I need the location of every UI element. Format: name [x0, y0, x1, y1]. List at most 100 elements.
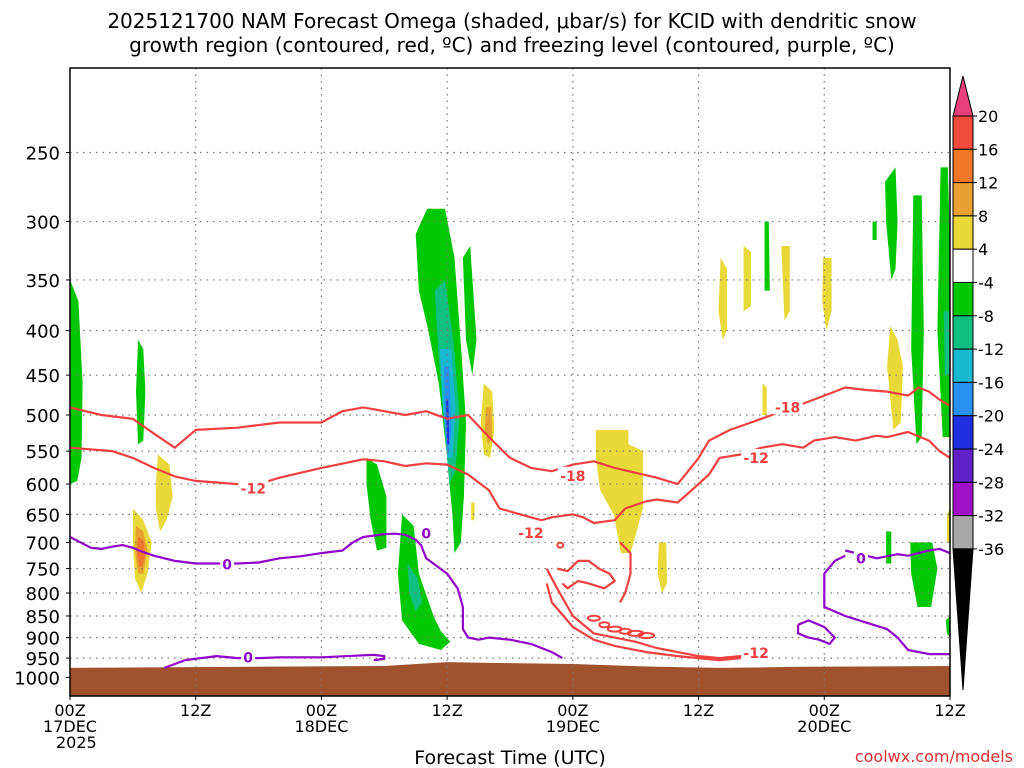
contour-label-text: 0 [222, 558, 232, 574]
x-tick-label: 20DEC [797, 717, 851, 736]
colorbar-segment [952, 182, 974, 217]
contour-label-bg [741, 448, 772, 465]
y-tick-label: 250 [26, 144, 60, 165]
colorbar-label: 12 [978, 174, 998, 193]
chart-title-line1: 2025121700 NAM Forecast Omega (shaded, μ… [107, 9, 916, 33]
y-tick-label: 1000 [14, 669, 60, 690]
y-tick-label: 450 [26, 366, 60, 387]
omega-shaded-region [937, 167, 950, 438]
y-tick-label: 900 [26, 629, 60, 650]
x-tick-label: 00Z [54, 701, 85, 720]
x-tick-label: 00Z [557, 701, 588, 720]
omega-shaded-region [155, 454, 173, 532]
omega-shaded-region [471, 502, 475, 521]
dgz-contour [556, 559, 616, 590]
contour-label: 0 [220, 555, 235, 574]
contour-label: -12 [741, 448, 772, 467]
colorbar-segment [952, 481, 974, 517]
dgz-contour [545, 568, 763, 662]
contour-label-bg [557, 466, 588, 483]
contour-label: -18 [557, 466, 588, 485]
omega-shaded-region [366, 457, 387, 551]
omega-shaded-region [943, 311, 950, 376]
contour-label-text: -12 [744, 646, 769, 662]
plot-area: -12 -18 -12 -18 -12 -12 0 0 0 0 [69, 67, 951, 697]
colorbar-label: -28 [978, 473, 1004, 492]
y-tick-label: 500 [26, 406, 60, 427]
colorbar-label: -20 [978, 407, 1004, 426]
y-tick-label: 750 [26, 560, 60, 581]
contour-label-text: -18 [560, 469, 585, 485]
y-tick-label: 800 [26, 584, 60, 605]
contour-label: -12 [741, 643, 772, 662]
contour-label-text: 0 [243, 650, 253, 666]
contour-label-bg [220, 555, 235, 572]
contour-label: 0 [853, 549, 868, 567]
omega-shaded-region [762, 383, 767, 415]
colorbar-segment [952, 148, 974, 184]
surface-terrain-layer [70, 662, 950, 696]
contour-label-bg [515, 524, 546, 541]
omega-shaded-region [885, 167, 898, 280]
colorbar-segment [952, 315, 974, 350]
colorbar-label: -36 [978, 540, 1004, 559]
colorbar-segment [952, 348, 974, 383]
omega-shaded-region [136, 339, 146, 445]
omega-shaded-region [886, 531, 892, 564]
contour-label: -18 [772, 398, 803, 416]
colorbar-segment [952, 115, 974, 150]
omega-shaded-region [462, 246, 477, 376]
x-tick-label: 18DEC [294, 717, 348, 736]
x-axis-label: Forecast Time (UTC) [414, 747, 605, 768]
contour-layer [69, 386, 951, 669]
dgz-contour-blob [598, 621, 611, 629]
colorbar-label: -8 [978, 307, 994, 326]
colorbar-label: 20 [978, 107, 998, 126]
contour-label: -12 [515, 524, 546, 542]
x-tick-label: 12Z [934, 701, 965, 720]
y-tick-label: 950 [26, 649, 60, 670]
contour-label-bg [772, 398, 803, 415]
contour-label-bg [238, 479, 269, 496]
contour-label-text: -12 [518, 526, 543, 542]
omega-shaded-region [781, 246, 790, 321]
credit-text[interactable]: coolwx.com/models [855, 747, 1013, 766]
chart-title-line2: growth region (contoured, red, ºC) and f… [129, 33, 895, 57]
dgz-contour-blob [637, 632, 656, 640]
x-tick-label: 19DEC [546, 717, 600, 736]
colorbar-legend: 20 16 12 8 4 -4 -8 -12 -16 -20 -24 -28 -32 -36 [952, 75, 1004, 691]
omega-shaded-region [910, 542, 938, 607]
freezing-level-contour [69, 532, 563, 660]
y-tick-label: 650 [26, 505, 60, 526]
colorbar-label: 8 [978, 207, 988, 226]
contour-label-bg [419, 524, 434, 541]
colorbar-label: -4 [978, 274, 994, 293]
dgz-contour [619, 541, 632, 603]
x-tick-label: 12Z [180, 701, 211, 720]
omega-shaded-region [764, 221, 770, 291]
omega-shaded-region [911, 195, 924, 445]
contour-label-bg [241, 648, 256, 665]
y-tick-label: 600 [26, 475, 60, 496]
y-tick-label: 550 [26, 442, 60, 463]
omega-shaded-region [407, 563, 422, 612]
colorbar-segment [952, 215, 974, 250]
omega-shaded-region [718, 257, 727, 340]
colorbar-segment [952, 248, 974, 283]
dgz-contour [69, 386, 951, 486]
y-tick-label: 350 [26, 271, 60, 292]
contour-label: 0 [419, 524, 434, 543]
contour-labels: -12 -18 -12 -18 -12 -12 0 0 0 0 [220, 398, 868, 666]
colorbar-label: -24 [978, 440, 1004, 459]
contour-label: 0 [241, 648, 256, 666]
x-tick-label: 12Z [431, 701, 462, 720]
plot-frame [69, 67, 951, 697]
freezing-level-contour [163, 653, 386, 669]
colorbar-label: -32 [978, 507, 1004, 526]
omega-shaded-region [872, 221, 877, 240]
x-tick-label: 2025 [56, 733, 97, 752]
omega-shaded-region [397, 514, 451, 650]
y-axis: 2503003504004505005506006507007508008509… [14, 144, 70, 690]
